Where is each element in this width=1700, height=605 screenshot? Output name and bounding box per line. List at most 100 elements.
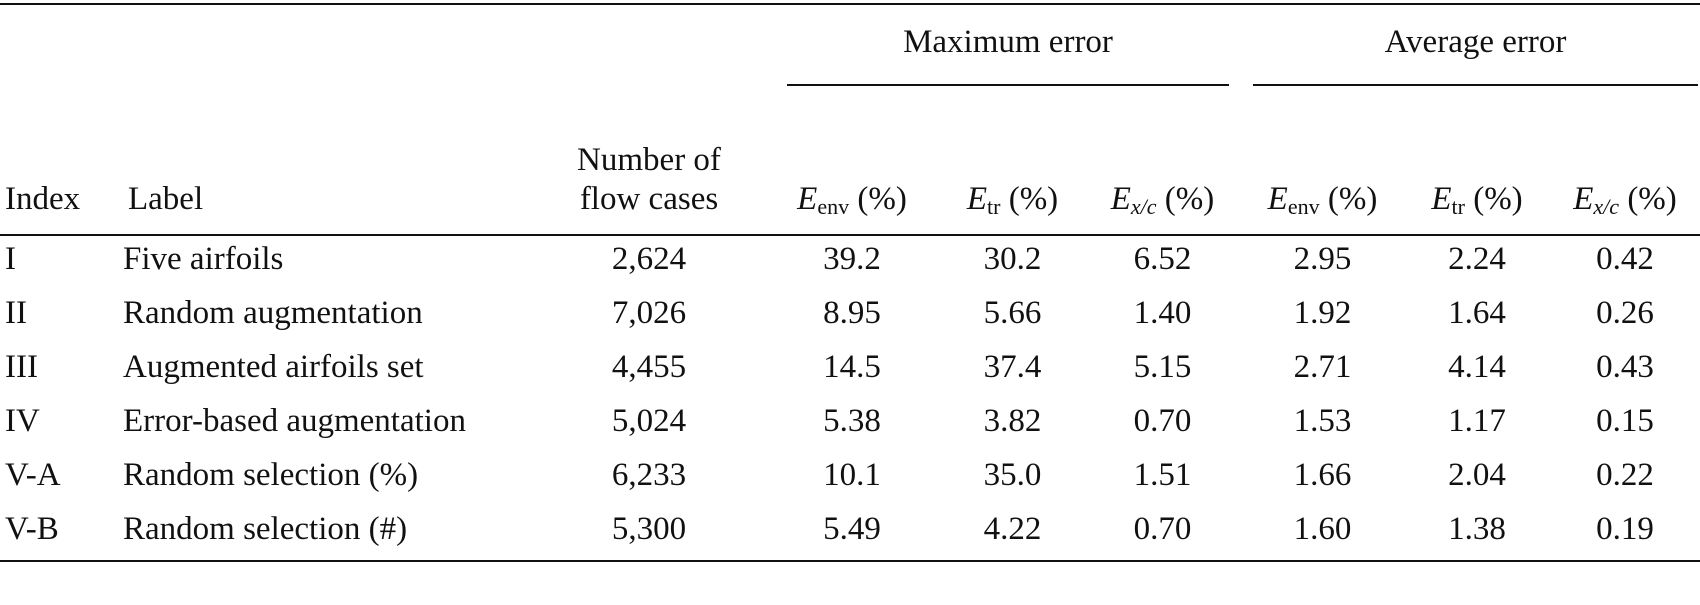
column-header: Eenv (%) (1241, 90, 1404, 236)
table-cell: 1.64 (1448, 295, 1506, 331)
table-cell: III (5, 349, 38, 385)
table-cell: I (5, 241, 16, 277)
table-cell: Five airfoils (123, 241, 284, 277)
symbol: E (1110, 181, 1131, 218)
table-cell: 7,026 (611, 295, 687, 331)
table-cell: 1.60 (1241, 506, 1404, 562)
table-cell: 35.0 (983, 457, 1042, 493)
column-header: Number of flow cases (535, 90, 763, 236)
unit: (%) (857, 181, 907, 218)
subscript: env (817, 194, 850, 220)
column-header-line: Number of (577, 141, 721, 178)
column-header: Index (0, 90, 123, 236)
table-cell: 0.42 (1596, 241, 1654, 277)
table-cell: 1.40 (1133, 295, 1192, 331)
group-header-text: Average error (1253, 9, 1699, 87)
table-row: III Augmented airfoils set 4,455 14.5 37.4 5.… (0, 344, 1700, 398)
column-header-row: Index Label Number of flow cases Eenv (%) Etr… (0, 90, 1700, 236)
table-body: I Five airfoils 2,624 39.2 30.2 6.52 2.95 2.24 0… (0, 235, 1700, 562)
table-cell: Random selection (#) (123, 506, 535, 562)
subscript-text: x/c (1130, 194, 1157, 220)
table-cell: Error-based augmentation (123, 403, 466, 439)
group-header: Average error (1241, 3, 1700, 90)
table-cell: 1.53 (1293, 403, 1352, 439)
table-cell: 0.15 (1596, 403, 1654, 439)
table-row: V-B Random selection (#) 5,300 5.49 4.22 0.70… (0, 506, 1700, 562)
table-cell: 1.38 (1404, 506, 1550, 562)
table-row: IV Error-based augmentation 5,024 5.38 3.82 0… (0, 398, 1700, 452)
table-cell: 5.49 (763, 506, 941, 562)
unit: (%) (1327, 181, 1378, 218)
table-cell: 0.19 (1550, 506, 1700, 562)
table-cell: 2,624 (611, 241, 687, 277)
column-header: Etr (%) (941, 90, 1084, 236)
symbol: E (797, 181, 818, 218)
unit: (%) (1627, 181, 1677, 218)
table-cell: 5.66 (983, 295, 1042, 331)
table-cell: 5,300 (535, 506, 763, 562)
table-cell: 2.24 (1448, 241, 1506, 277)
subscript: tr (1451, 194, 1465, 220)
table-cell: 39.2 (823, 241, 881, 277)
table-cell: 5.15 (1133, 349, 1192, 385)
table-cell: 0.70 (1133, 403, 1192, 439)
unit: (%) (1473, 181, 1523, 218)
table-cell: 0.43 (1596, 349, 1654, 385)
table-cell: 30.2 (983, 241, 1042, 277)
table-cell: 2.04 (1448, 457, 1506, 493)
symbol: E (966, 181, 987, 218)
group-header: Maximum error (763, 3, 1241, 90)
table-cell: 5.38 (823, 403, 881, 439)
table-cell: 0.26 (1596, 295, 1654, 331)
table-cell: 37.4 (983, 349, 1042, 385)
table-row: V-A Random selection (%) 6,233 10.1 35.0 1.51… (0, 452, 1700, 506)
subscript: tr (987, 194, 1001, 220)
table-cell: 2.71 (1293, 349, 1352, 385)
subscript-text: x/c (1593, 194, 1620, 220)
results-table: Maximum error Average error Index Label Numb… (0, 3, 1700, 562)
group-header-row: Maximum error Average error (0, 3, 1700, 90)
symbol: E (1573, 181, 1594, 218)
group-header-text: Maximum error (787, 9, 1229, 87)
table-cell: Augmented airfoils set (123, 349, 424, 385)
table-cell: 4,455 (611, 349, 687, 385)
subscript: x/c (1131, 194, 1157, 219)
table-row: I Five airfoils 2,624 39.2 30.2 6.52 2.95 2.24 0… (0, 235, 1700, 290)
table-cell: 4.14 (1448, 349, 1506, 385)
column-header: Etr (%) (1404, 90, 1550, 236)
subscript: x/c (1593, 194, 1619, 219)
table-cell: 0.70 (1084, 506, 1241, 562)
table-cell: II (5, 295, 27, 331)
column-header: Eenv (%) (763, 90, 941, 236)
table-cell: 14.5 (823, 349, 881, 385)
column-header-line: Index (5, 181, 81, 218)
unit: (%) (1164, 181, 1215, 218)
table-cell: 10.1 (823, 457, 881, 493)
column-header: Label (123, 90, 535, 236)
table-cell: 1.92 (1293, 295, 1352, 331)
column-header-line: flow cases (579, 181, 719, 218)
table-cell: 0.22 (1596, 457, 1654, 493)
table-row: II Random augmentation 7,026 8.95 5.66 1.40 1.… (0, 290, 1700, 344)
table-cell: 4.22 (941, 506, 1084, 562)
blank-cell (0, 3, 763, 90)
column-header: Ex/c (%) (1084, 90, 1241, 236)
table-cell: 6.52 (1133, 241, 1192, 277)
column-header: Ex/c (%) (1550, 90, 1700, 236)
table-cell: 2.95 (1293, 241, 1352, 277)
symbol: E (1267, 181, 1288, 218)
table-cell: 6,233 (611, 457, 687, 493)
table-cell: Random selection (%) (123, 457, 419, 493)
table-cell: 1.17 (1448, 403, 1506, 439)
subscript: env (1287, 194, 1320, 220)
column-header-line: Label (128, 181, 204, 218)
table-cell: 1.66 (1293, 457, 1352, 493)
table-cell: 1.51 (1133, 457, 1192, 493)
table-head: Maximum error Average error Index Label Numb… (0, 3, 1700, 236)
symbol: E (1431, 181, 1452, 218)
table-cell: 3.82 (983, 403, 1042, 439)
table-cell: IV (5, 403, 40, 439)
unit: (%) (1008, 181, 1059, 218)
table-cell: 8.95 (823, 295, 881, 331)
